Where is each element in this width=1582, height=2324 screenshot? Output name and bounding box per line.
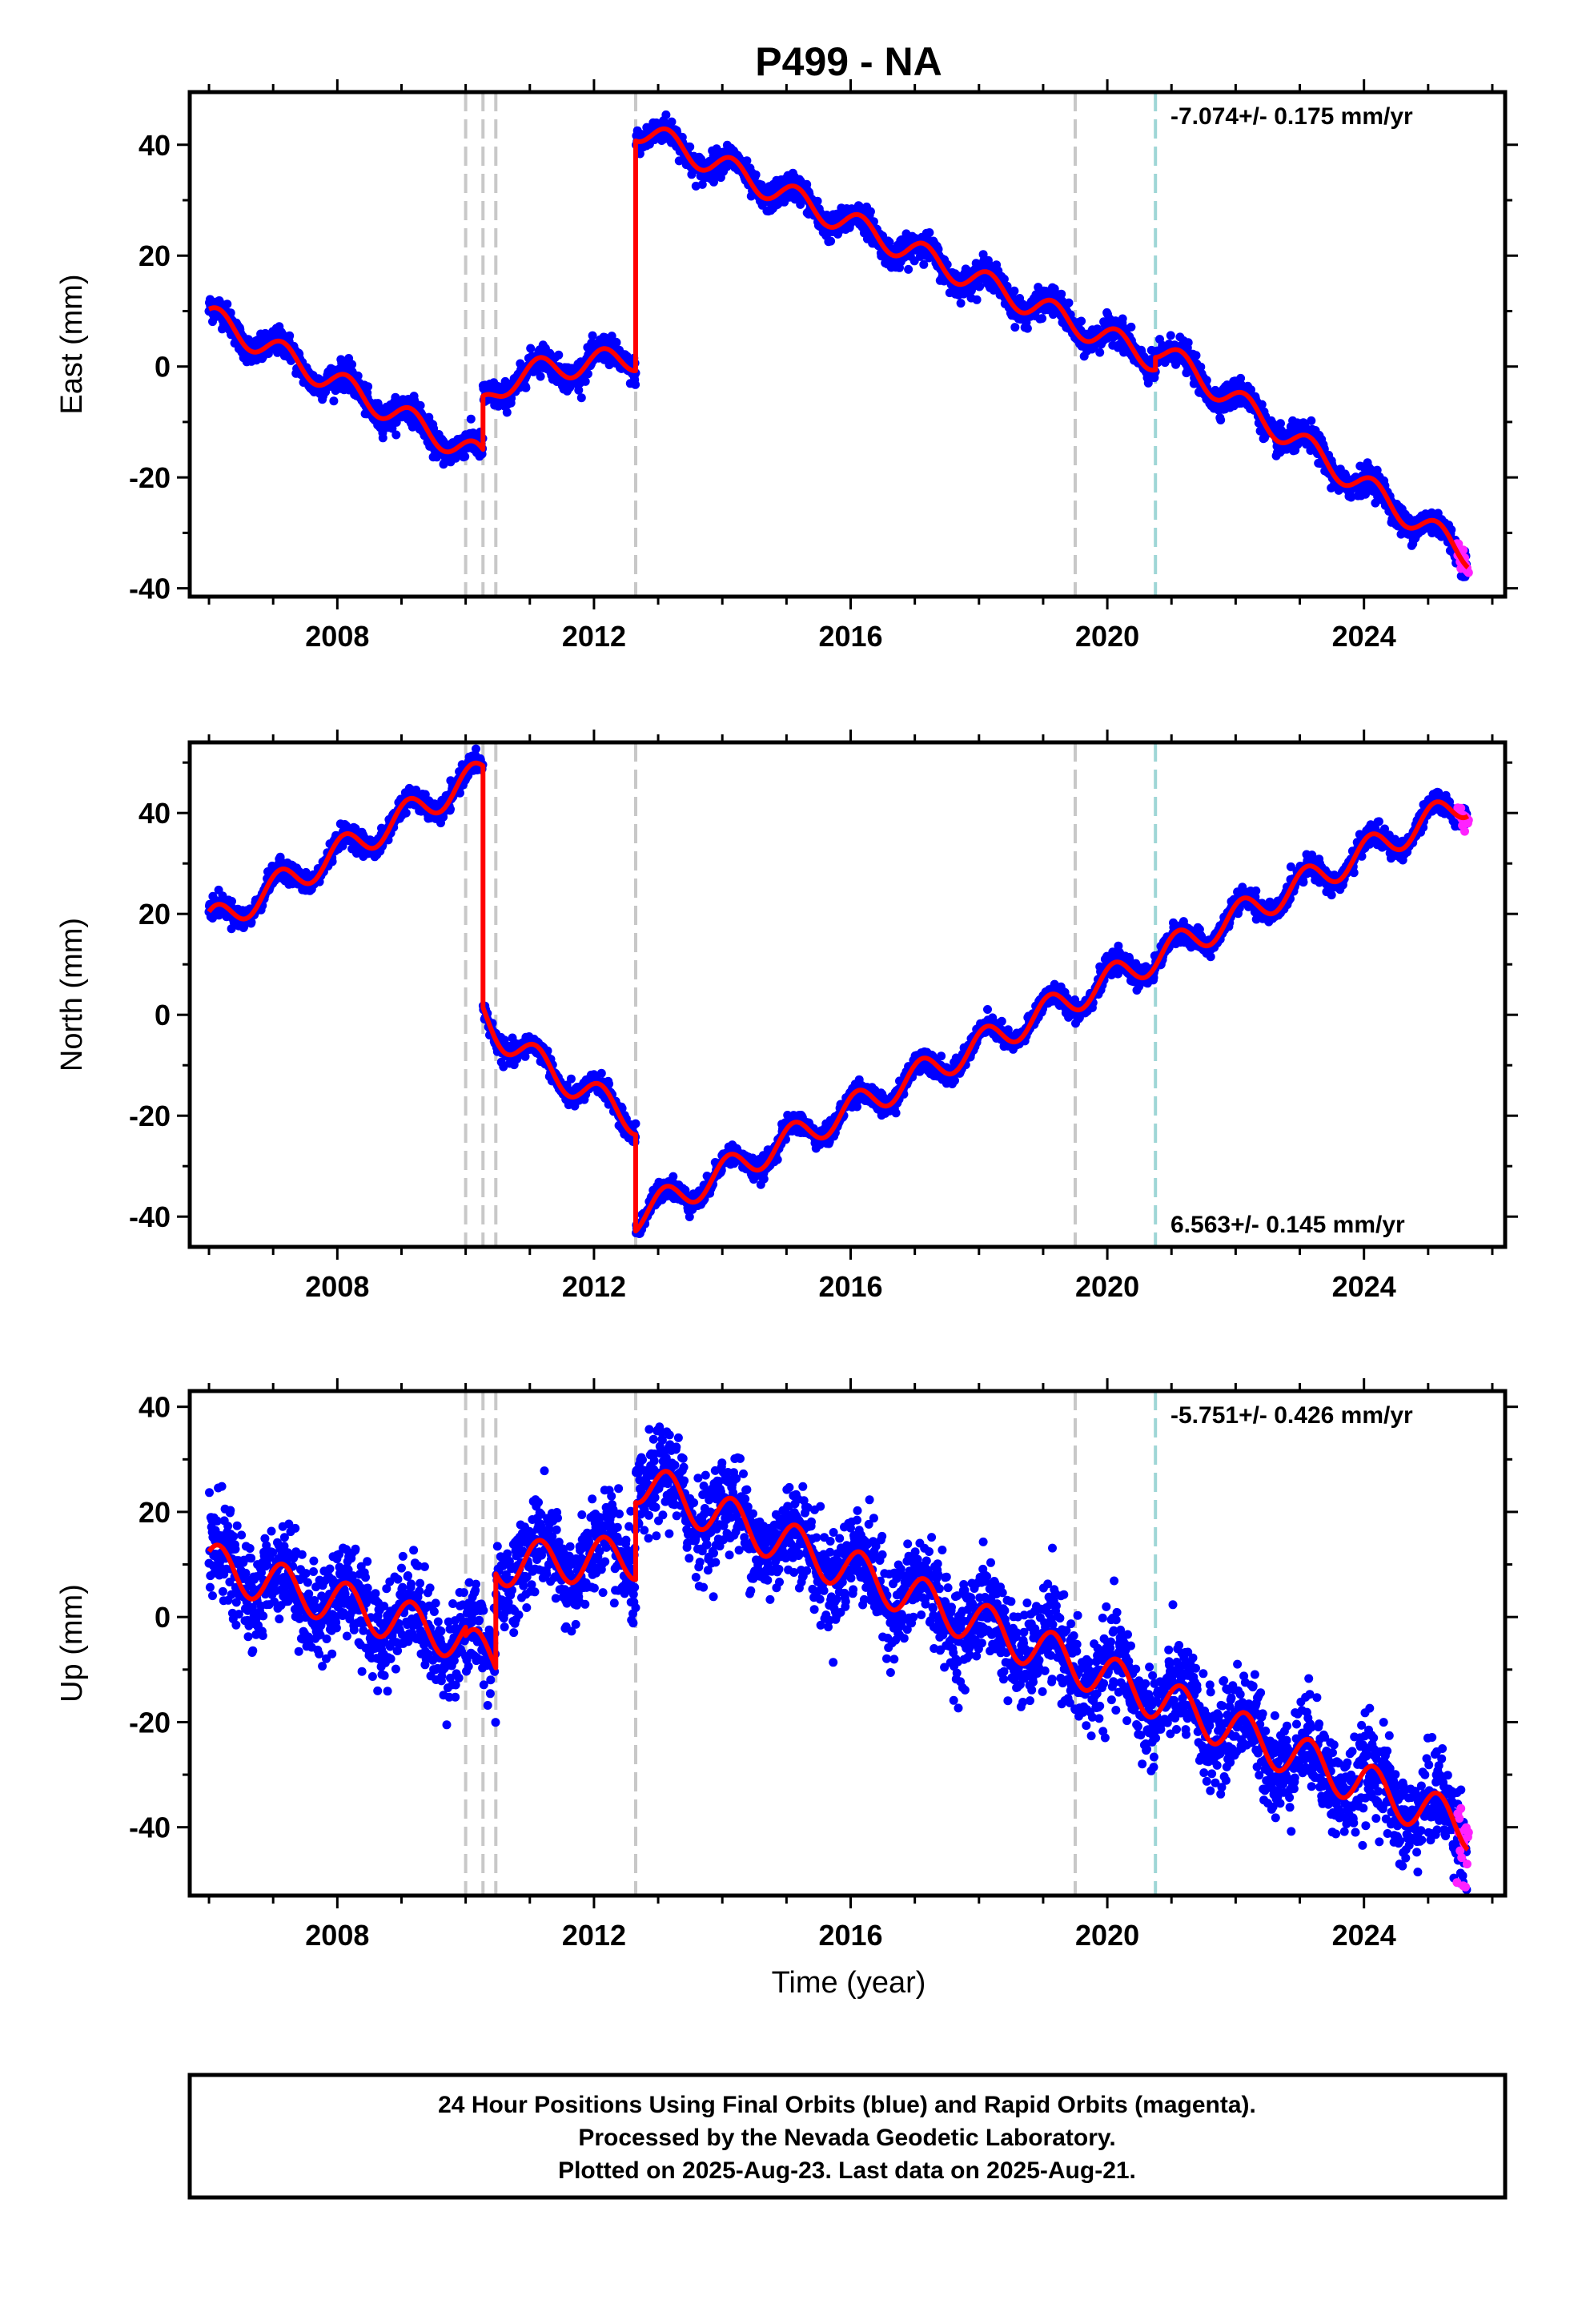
final-orbit-point (904, 264, 913, 274)
y-axis-label: East (mm) (55, 274, 89, 414)
east-panel: 2008 2012 2016 2020 2024 -40 -20 0 20 40 East (mm)… (55, 79, 1518, 653)
figure-title: P499 - NA (755, 39, 942, 84)
final-orbit-point (347, 360, 357, 369)
final-orbit-point (1447, 525, 1456, 534)
final-orbit-point (1118, 314, 1127, 324)
final-orbit-point (1191, 351, 1201, 360)
final-orbit-point (472, 744, 480, 754)
final-orbit-point (536, 372, 545, 381)
final-orbit-point (813, 196, 822, 206)
final-orbit-point (502, 408, 512, 417)
plot-area (204, 742, 1473, 1247)
y-tick-label: 40 (139, 129, 171, 162)
final-orbit-point (1010, 323, 1020, 332)
final-orbit-point (1196, 362, 1206, 372)
model-fit-line (207, 126, 1470, 569)
final-orbit-point (667, 117, 677, 127)
x-tick-label: 2012 (562, 620, 626, 653)
final-orbit-point (1307, 416, 1316, 425)
final-orbit-point (521, 383, 531, 392)
plot-frame (187, 90, 1508, 599)
rapid-orbit-point (1459, 545, 1468, 555)
y-tick-label: -20 (129, 461, 171, 494)
final-orbit-point (925, 228, 934, 237)
x-tick-label: 2020 (1075, 620, 1139, 653)
final-orbit-point (956, 299, 966, 308)
final-orbit-point (223, 300, 232, 309)
final-orbit-point (466, 414, 476, 424)
final-orbit-point (1064, 298, 1074, 308)
y-tick-label: 20 (139, 239, 171, 272)
final-orbit-point (1166, 331, 1175, 340)
final-orbit-point (285, 331, 295, 340)
rapid-orbit-point (1464, 568, 1473, 577)
x-tick-label: 2016 (818, 620, 882, 653)
final-orbit-point (580, 376, 590, 386)
final-orbit-point (227, 897, 236, 906)
final-orbit-point (661, 110, 671, 119)
final-orbit-point (1022, 324, 1032, 333)
final-orbit-point (576, 393, 586, 403)
final-orbit-point (353, 371, 363, 380)
velocity-label: -7.074+/- 0.175 mm/yr (1170, 103, 1413, 130)
final-orbit-point (1276, 425, 1286, 435)
final-orbit-point (526, 344, 536, 353)
final-orbit-point (1010, 286, 1019, 296)
final-orbit-point (247, 918, 256, 927)
final-orbit-point (709, 177, 718, 187)
final-orbit-point (226, 308, 235, 318)
final-orbit-point (566, 1074, 576, 1084)
y-tick-label: -40 (129, 573, 171, 605)
final-orbit-point (1257, 400, 1267, 409)
final-orbit-point (1347, 493, 1356, 502)
y-tick-label: 0 (155, 351, 171, 384)
final-orbit-point (1216, 416, 1226, 424)
final-orbit-point (596, 1068, 606, 1078)
final-orbit-point (583, 369, 592, 379)
final-orbit-point (919, 259, 929, 269)
final-orbit-point (588, 331, 597, 340)
final-orbit-point (416, 400, 425, 410)
final-orbit-point (697, 179, 707, 189)
final-orbit-point (975, 282, 985, 292)
final-orbit-point (669, 1172, 678, 1181)
final-orbit-point (742, 156, 752, 166)
final-orbit-point (1038, 314, 1047, 324)
final-orbit-point (802, 179, 812, 189)
x-tick-label: 2024 (1332, 620, 1396, 653)
final-orbit-point (972, 295, 982, 304)
final-orbit-point (460, 452, 470, 461)
final-orbit-point (999, 275, 1009, 283)
final-orbit-point (401, 808, 411, 818)
final-orbit-point (685, 142, 695, 151)
final-orbit-point (631, 380, 640, 389)
final-orbit-point (1202, 376, 1211, 385)
final-orbit-point (378, 433, 387, 443)
final-orbit-point (1183, 338, 1193, 348)
final-orbit-point (865, 207, 875, 216)
final-orbit-point (631, 1119, 640, 1128)
final-orbit-point (1126, 322, 1136, 332)
final-orbit-point (796, 199, 805, 209)
final-orbit-point (607, 332, 616, 341)
final-orbit-point (329, 396, 339, 406)
final-orbit-point (574, 385, 584, 395)
final-orbit-point (826, 236, 836, 246)
final-orbit-point (1077, 316, 1086, 326)
final-orbit-point (612, 338, 621, 348)
final-orbit-point (1057, 289, 1066, 299)
final-orbit-point (554, 350, 564, 360)
final-orbit-point (1095, 348, 1105, 357)
x-tick-label: 2008 (305, 620, 369, 653)
final-orbit-point (751, 170, 761, 179)
final-orbit-point (391, 430, 401, 440)
final-orbit-point (363, 382, 373, 392)
plot-area (204, 92, 1473, 597)
final-orbit-point (1276, 419, 1285, 428)
